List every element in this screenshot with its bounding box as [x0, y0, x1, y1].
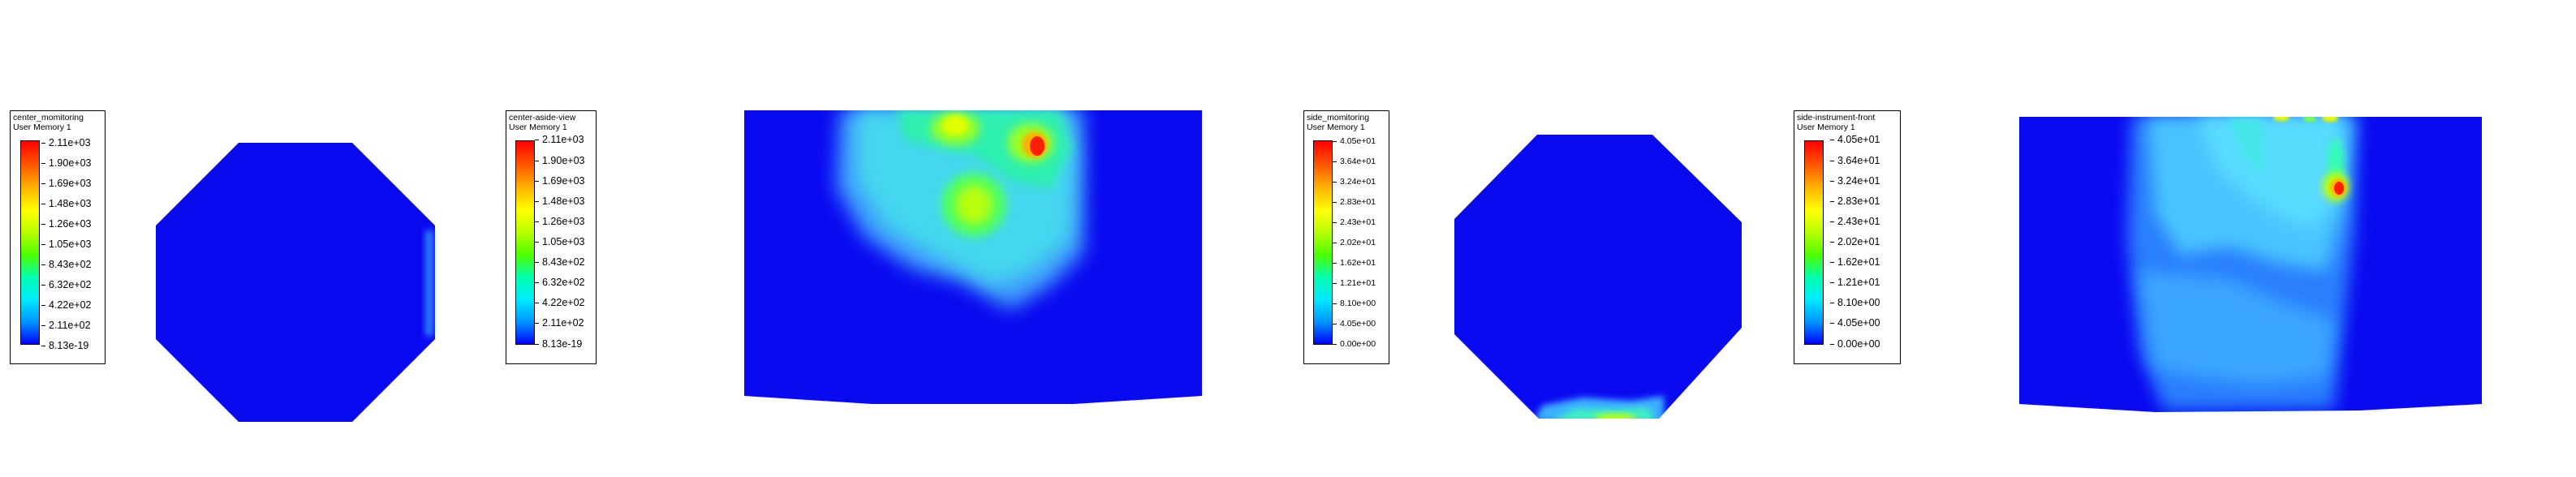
colorbar-legend-side-momitoring: side_momitoring User Memory 1 4.05e+01 3… [1303, 110, 1389, 364]
colorbar-legend-center-momitoring: center_momitoring User Memory 1 2.11e+03… [10, 110, 106, 364]
tick-label: 1.48e+03 [534, 196, 585, 207]
tick-label: 4.22e+02 [534, 297, 585, 308]
tick-label: 2.11e+03 [41, 137, 91, 148]
colorbar [515, 140, 535, 345]
tick-label: 8.43e+02 [41, 259, 92, 270]
tick-label: 1.69e+03 [534, 175, 585, 187]
tick-label: 2.11e+02 [535, 317, 584, 329]
tick-label: 8.13e-19 [41, 340, 89, 351]
tick-label: 6.32e+02 [41, 279, 92, 290]
tick-label: 4.22e+02 [41, 299, 92, 311]
tick-label: 1.69e+03 [41, 178, 92, 189]
tick-label: 2.11e+02 [41, 320, 91, 331]
legend-subtitle: User Memory 1 [1307, 122, 1365, 132]
tick-label: 3.24e+01 [1829, 175, 1880, 187]
tick-label: 1.21e+01 [1332, 278, 1376, 288]
tick-label: 3.24e+01 [1332, 177, 1376, 187]
tick-label: 6.32e+02 [534, 277, 585, 288]
tick-label: 1.26e+03 [534, 216, 585, 227]
tick-label: 1.90e+03 [534, 155, 585, 166]
tick-label: 1.21e+01 [1829, 277, 1880, 288]
tick-label: 2.43e+01 [1829, 216, 1880, 227]
legend-subtitle: User Memory 1 [509, 122, 567, 132]
tick-label: 1.05e+03 [534, 236, 585, 247]
tick-label: 8.10e+00 [1829, 297, 1880, 308]
contour-view-center-momitoring [154, 141, 438, 425]
contour-view-center-aside [743, 107, 1205, 407]
tick-label: 3.64e+01 [1332, 157, 1376, 166]
tick-label: 4.05e+00 [1332, 319, 1376, 329]
colorbar [1804, 140, 1824, 345]
legend-subtitle: User Memory 1 [1797, 122, 1855, 132]
legend-title: center_momitoring [13, 113, 84, 122]
legend-title: side-instrument-front [1797, 113, 1876, 122]
colorbar [1313, 140, 1333, 345]
legend-subtitle: User Memory 1 [13, 122, 71, 132]
tick-label: 0.00e+00 [1332, 339, 1376, 349]
colorbar-legend-side-instrument-front: side-instrument-front User Memory 1 4.05… [1794, 110, 1901, 364]
tick-label: 4.05e+01 [1829, 134, 1880, 145]
tick-label: 2.83e+01 [1829, 196, 1880, 207]
tick-label: 2.02e+01 [1829, 236, 1880, 247]
tick-label: 0.00e+00 [1829, 338, 1880, 350]
colorbar-legend-center-aside-view: center-aside-view User Memory 1 2.11e+03… [506, 110, 597, 364]
tick-label: 1.62e+01 [1332, 258, 1376, 268]
tick-label: 4.05e+01 [1332, 136, 1376, 146]
tick-label: 1.48e+03 [41, 198, 92, 209]
tick-label: 3.64e+01 [1829, 155, 1880, 166]
tick-label: 8.10e+00 [1332, 299, 1376, 308]
tick-label: 2.83e+01 [1332, 197, 1376, 207]
tick-label: 1.62e+01 [1829, 256, 1880, 268]
tick-label: 2.11e+03 [535, 134, 584, 145]
tick-label: 8.43e+02 [534, 256, 585, 268]
legend-title: center-aside-view [509, 113, 576, 122]
tick-label: 4.05e+00 [1829, 317, 1880, 329]
tick-label: 2.02e+01 [1332, 238, 1376, 247]
contour-view-side-instrument-front [2018, 109, 2483, 414]
tick-label: 8.13e-19 [534, 338, 583, 350]
legend-title: side_momitoring [1307, 113, 1370, 122]
contour-view-side-momitoring [1453, 133, 1745, 422]
tick-label: 1.05e+03 [41, 238, 92, 250]
tick-label: 1.90e+03 [41, 157, 92, 169]
tick-label: 2.43e+01 [1332, 217, 1376, 227]
colorbar [20, 140, 40, 345]
tick-label: 1.26e+03 [41, 218, 92, 230]
